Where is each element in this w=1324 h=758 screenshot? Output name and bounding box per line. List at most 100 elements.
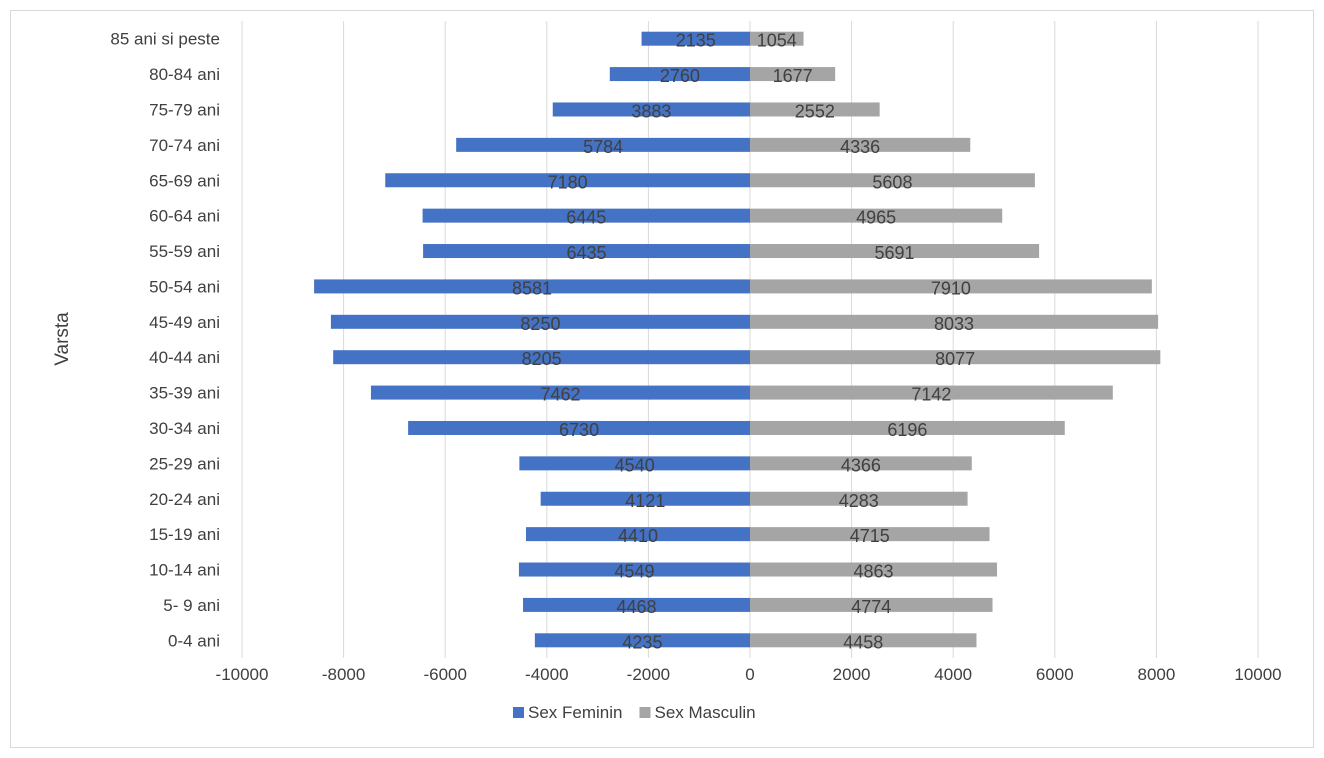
- data-label: 1054: [757, 31, 797, 51]
- category-labels: 0-4 ani 5- 9 ani 10-14 ani 15-19 ani 20-24 a…: [110, 30, 220, 651]
- data-label: 6445: [566, 208, 606, 228]
- bar-masculin: [750, 456, 972, 471]
- category-label: 35-39 ani: [149, 384, 220, 403]
- bar-feminin: [641, 31, 750, 46]
- data-label: 4715: [850, 526, 890, 546]
- bar-masculin: [750, 597, 993, 612]
- y-axis-title: Varsta: [52, 312, 73, 366]
- bar-feminin: [370, 385, 750, 400]
- bar-feminin: [423, 244, 750, 259]
- category-label: 30-34 ani: [149, 419, 220, 438]
- x-tick-label: -2000: [627, 665, 670, 684]
- category-label: 40-44 ani: [149, 348, 220, 367]
- bar-masculin: [750, 491, 968, 506]
- category-label: 25-29 ani: [149, 454, 220, 473]
- bar-feminin: [523, 597, 750, 612]
- data-label: 4458: [843, 632, 883, 652]
- bar-masculin: [750, 562, 998, 577]
- category-label: 55-59 ani: [149, 242, 220, 261]
- data-label: 8250: [520, 314, 560, 334]
- category-label: 85 ani si peste: [110, 30, 220, 49]
- data-label: 5784: [583, 137, 623, 157]
- x-tick-label: 6000: [1036, 665, 1074, 684]
- data-label: 6730: [559, 420, 599, 440]
- category-label: 10-14 ani: [149, 561, 220, 580]
- data-label: 6196: [887, 420, 927, 440]
- chart-frame: [10, 10, 1314, 748]
- bar-feminin: [385, 173, 750, 188]
- data-label: 4283: [839, 491, 879, 511]
- x-tick-label: 8000: [1137, 665, 1175, 684]
- bar-feminin: [519, 456, 750, 471]
- data-labels: 4235 4468 4549 4410 4121 4540 6730 7462 8205 8250…: [512, 31, 975, 653]
- bar-masculin: [750, 31, 804, 46]
- category-label: 0-4 ani: [168, 631, 220, 650]
- x-tick-labels: -10000 -8000 -6000 -4000 -2000 0 2000 4000 6000 8…: [216, 665, 1282, 684]
- data-label: 8205: [522, 349, 562, 369]
- bar-masculin: [750, 385, 1113, 400]
- x-tick-label: -10000: [216, 665, 269, 684]
- legend-label: Sex Masculin: [654, 703, 755, 722]
- data-label: 6435: [567, 243, 607, 263]
- bar-feminin: [518, 562, 750, 577]
- category-label: 60-64 ani: [149, 207, 220, 226]
- legend-label: Sex Feminin: [528, 703, 622, 722]
- data-label: 4549: [614, 562, 654, 582]
- bar-feminin: [314, 279, 750, 294]
- bar-masculin: [750, 314, 1159, 329]
- bar-masculin: [750, 350, 1161, 365]
- bar-masculin: [750, 67, 836, 82]
- bar-masculin: [750, 633, 977, 648]
- x-tick-label: 2000: [833, 665, 871, 684]
- bar-masculin: [750, 279, 1152, 294]
- bar-feminin: [552, 102, 750, 117]
- bar-feminin: [525, 527, 750, 542]
- data-label: 5691: [875, 243, 915, 263]
- data-label: 7910: [931, 278, 971, 298]
- data-label: 1677: [773, 66, 813, 86]
- data-label: 4235: [622, 632, 662, 652]
- bar-feminin: [330, 314, 750, 329]
- bar-feminin: [333, 350, 750, 365]
- category-label: 70-74 ani: [149, 136, 220, 155]
- data-label: 7180: [548, 172, 588, 192]
- x-tick-label: 4000: [934, 665, 972, 684]
- bar-masculin: [750, 137, 971, 152]
- category-label: 65-69 ani: [149, 171, 220, 190]
- bar-masculin: [750, 208, 1003, 223]
- x-tick-label: 10000: [1234, 665, 1281, 684]
- bar-masculin: [750, 527, 990, 542]
- bar-masculin: [750, 173, 1035, 188]
- category-label: 75-79 ani: [149, 100, 220, 119]
- data-label: 7142: [911, 385, 951, 405]
- legend: Sex Feminin Sex Masculin: [513, 703, 756, 722]
- bar-masculin: [750, 420, 1065, 435]
- data-label: 7462: [540, 385, 580, 405]
- category-label: 80-84 ani: [149, 65, 220, 84]
- bar-feminin: [422, 208, 750, 223]
- category-label: 20-24 ani: [149, 490, 220, 509]
- data-label: 5608: [872, 172, 912, 192]
- data-label: 2760: [660, 66, 700, 86]
- x-tick-label: 0: [745, 665, 754, 684]
- category-label: 45-49 ani: [149, 313, 220, 332]
- data-label: 4336: [840, 137, 880, 157]
- data-label: 8077: [935, 349, 975, 369]
- legend-swatch: [513, 707, 524, 718]
- category-label: 5- 9 ani: [163, 596, 220, 615]
- bars: [314, 31, 1161, 648]
- category-label: 50-54 ani: [149, 277, 220, 296]
- data-label: 8033: [934, 314, 974, 334]
- bar-masculin: [750, 244, 1040, 259]
- data-label: 8581: [512, 278, 552, 298]
- bar-feminin: [534, 633, 750, 648]
- data-label: 4366: [841, 455, 881, 475]
- data-label: 4863: [853, 562, 893, 582]
- legend-swatch: [639, 707, 651, 718]
- data-label: 4468: [616, 597, 656, 617]
- bar-feminin: [609, 67, 750, 82]
- category-label: 15-19 ani: [149, 525, 220, 544]
- data-label: 4774: [851, 597, 891, 617]
- bar-feminin: [456, 137, 750, 152]
